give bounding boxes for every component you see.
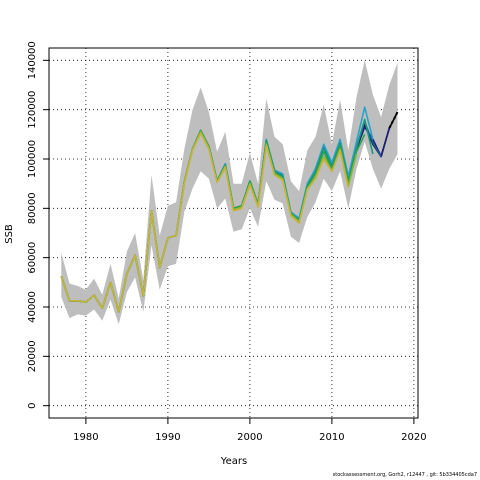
- x-tick-label: 2020: [401, 432, 426, 443]
- y-tick-label: 40000: [27, 291, 38, 323]
- x-axis: 1980 1990 2000 2010 2020: [73, 418, 427, 443]
- x-tick-label: 2010: [319, 432, 344, 443]
- x-tick-label: 1980: [73, 432, 98, 443]
- y-tick-label: 60000: [27, 242, 38, 274]
- y-axis: 0 20000 40000 60000 80000 100000 120000 140000: [27, 41, 49, 409]
- y-tick-label: 140000: [27, 41, 38, 79]
- plot-frame: [48, 47, 419, 419]
- x-tick-label: 2000: [237, 432, 262, 443]
- series-lines: [60, 106, 399, 313]
- series-line-7: [60, 132, 350, 313]
- grid-lines: [49, 48, 418, 418]
- footer-credit: stockassessment.org, Gorh2, r12447 , git…: [332, 472, 477, 478]
- y-tick-label: 20000: [27, 340, 38, 372]
- y-tick-label: 100000: [27, 140, 38, 178]
- y-tick-label: 120000: [27, 91, 38, 129]
- x-axis-title: Years: [220, 456, 247, 467]
- x-tick-label: 1990: [155, 432, 180, 443]
- y-tick-label: 80000: [27, 192, 38, 224]
- y-axis-title: SSB: [4, 224, 15, 244]
- series-line-8: [388, 111, 399, 129]
- y-tick-label: 0: [27, 403, 38, 409]
